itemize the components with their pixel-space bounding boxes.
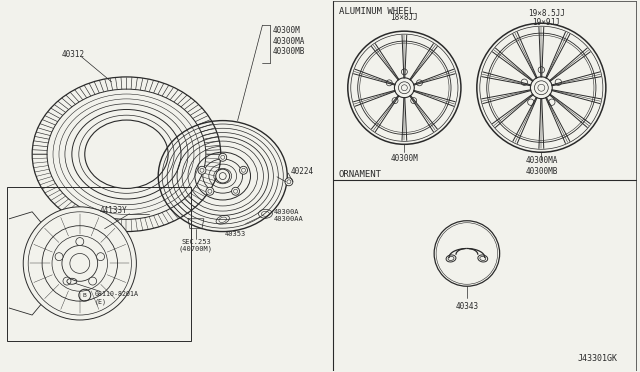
Circle shape — [206, 187, 214, 195]
Circle shape — [434, 221, 500, 286]
Text: 40312: 40312 — [62, 49, 85, 59]
Text: 44133Y: 44133Y — [100, 206, 127, 215]
Circle shape — [63, 277, 71, 285]
Text: 18×8JJ: 18×8JJ — [390, 13, 419, 22]
Circle shape — [285, 178, 293, 186]
Circle shape — [76, 238, 84, 246]
Text: 40300A
40300AA: 40300A 40300AA — [273, 209, 303, 222]
Text: 40353: 40353 — [225, 231, 246, 237]
Text: 40300MA
40300MB: 40300MA 40300MB — [525, 157, 557, 176]
Bar — [7, 187, 191, 341]
Circle shape — [97, 253, 104, 261]
Text: 40300M
40300MA
40300MB: 40300M 40300MA 40300MB — [273, 26, 305, 56]
Text: J43301GK: J43301GK — [578, 354, 618, 363]
Text: SEC.253
(40700M): SEC.253 (40700M) — [179, 239, 213, 252]
Text: 40300M: 40300M — [390, 154, 419, 163]
Circle shape — [89, 277, 97, 285]
Text: 19×9JJ: 19×9JJ — [532, 18, 560, 27]
Circle shape — [216, 169, 230, 183]
Text: ALUMINUM WHEEL: ALUMINUM WHEEL — [339, 7, 414, 16]
Text: 19×8.5JJ: 19×8.5JJ — [528, 9, 564, 18]
Circle shape — [219, 153, 227, 161]
Circle shape — [55, 253, 63, 261]
Circle shape — [232, 187, 239, 195]
Ellipse shape — [84, 120, 168, 189]
Text: B: B — [83, 293, 86, 298]
Circle shape — [23, 207, 136, 320]
Text: ORNAMENT: ORNAMENT — [339, 170, 382, 179]
Text: 40224: 40224 — [290, 167, 314, 176]
Text: 08110-8201A
(E): 08110-8201A (E) — [95, 291, 139, 305]
Circle shape — [239, 166, 248, 174]
Text: 40343: 40343 — [455, 302, 479, 311]
Circle shape — [198, 166, 206, 174]
